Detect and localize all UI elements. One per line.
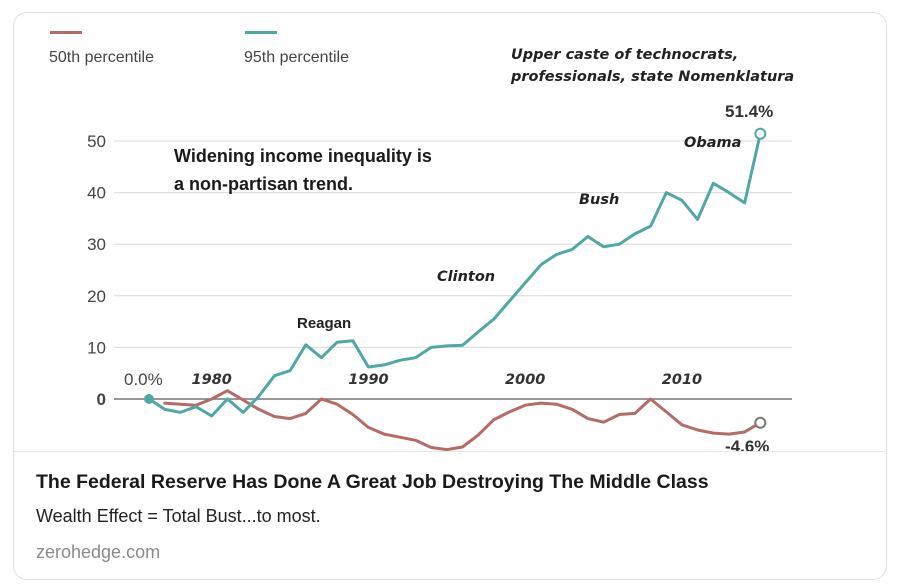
series-line-50th	[163, 389, 762, 451]
x-axis-ticks: 1980 1990 2000 2010	[192, 372, 703, 388]
caste-note-line1: Upper caste of technocrats,	[511, 47, 738, 63]
data-label-start: 0.0%	[124, 370, 163, 389]
y-tick-label: 30	[87, 235, 106, 254]
data-label-p50-end: -4.6%	[725, 437, 769, 451]
card-subline: Wealth Effect = Total Bust...to most.	[36, 506, 321, 526]
card-divider	[14, 451, 886, 452]
label-reagan: Reagan	[297, 315, 351, 332]
note-line2: a non-partisan trend.	[174, 174, 353, 194]
legend-label-50th: 50th percentile	[49, 49, 154, 66]
annotations: Upper caste of technocrats, professional…	[124, 47, 794, 451]
label-obama: Obama	[684, 135, 741, 151]
end-point-50th	[754, 416, 767, 429]
series-lines	[144, 127, 767, 451]
y-tick-label: 40	[87, 184, 106, 203]
card-caption: The Federal Reserve Has Done A Great Job…	[36, 468, 866, 564]
x-tick-label: 1980	[192, 372, 232, 388]
legend-swatch-95th	[245, 31, 277, 34]
note-line1: Widening income inequality is	[174, 146, 432, 166]
caste-note-line2: professionals, state Nomenklatura	[510, 69, 794, 85]
y-tick-label: 20	[87, 287, 106, 306]
y-tick-label: 10	[87, 338, 106, 357]
data-label-p95-end: 51.4%	[725, 102, 773, 121]
legend-label-95th: 95th percentile	[244, 49, 349, 66]
card-source: zerohedge.com	[36, 542, 161, 562]
card-headline-link[interactable]: The Federal Reserve Has Done A Great Job…	[36, 471, 709, 493]
start-point	[144, 394, 154, 404]
label-clinton: Clinton	[437, 269, 495, 285]
label-bush: Bush	[579, 192, 619, 208]
news-card[interactable]: 50th percentile 95th percentile 0 10 20 30 4…	[13, 12, 887, 580]
end-point-95th	[754, 127, 767, 140]
x-tick-label: 2010	[662, 372, 702, 388]
y-tick-label: 50	[87, 132, 106, 151]
y-axis-ticks: 0 10 20 30 40 50	[87, 132, 106, 409]
x-tick-label: 2000	[505, 372, 545, 388]
gridlines	[114, 140, 792, 400]
legend-swatch-50th	[50, 31, 82, 34]
legend: 50th percentile 95th percentile	[49, 31, 349, 66]
x-tick-label: 1990	[348, 372, 388, 388]
y-tick-label: 0	[97, 390, 106, 409]
income-inequality-chart: 50th percentile 95th percentile 0 10 20 30 4…	[49, 31, 794, 451]
chart-image: 50th percentile 95th percentile 0 10 20 30 4…	[14, 13, 886, 451]
series-line-95th	[147, 132, 762, 418]
